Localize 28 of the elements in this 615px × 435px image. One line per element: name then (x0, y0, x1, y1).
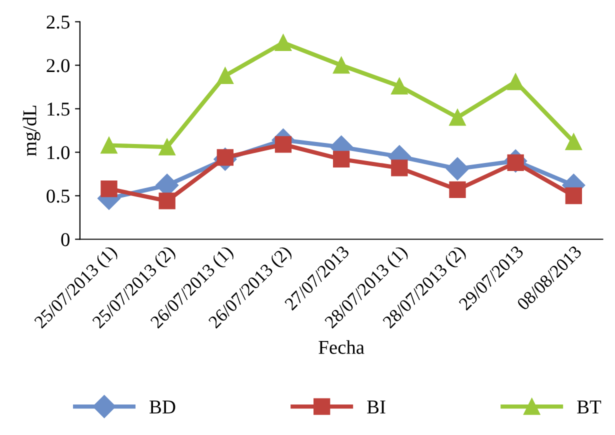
point (332, 150, 350, 168)
point (449, 109, 466, 126)
y-tick-label: 1.5 (48, 102, 70, 116)
point (158, 192, 176, 210)
legend-label: BT (577, 400, 602, 414)
point (158, 138, 176, 156)
y-tick-label: 0.5 (46, 190, 70, 203)
point (449, 181, 466, 198)
point (332, 56, 350, 74)
y-axis-title: mg/dL (22, 106, 40, 156)
point (100, 136, 118, 154)
y-tick-label: 1.0 (48, 146, 70, 160)
x-axis-title: Fecha (318, 340, 364, 354)
point (100, 180, 118, 198)
point (216, 67, 234, 84)
point (391, 78, 408, 94)
point (565, 187, 582, 204)
point (274, 34, 292, 51)
point (274, 136, 292, 153)
y-tick-label: 2.0 (46, 59, 70, 72)
legend-label: BD (150, 400, 176, 414)
point (446, 157, 469, 180)
point (507, 73, 524, 90)
point (391, 160, 408, 176)
legend-label: BI (367, 400, 386, 414)
y-tick-label: 0 (61, 233, 70, 246)
y-tick-label: 2.5 (46, 16, 70, 29)
point (565, 133, 582, 150)
